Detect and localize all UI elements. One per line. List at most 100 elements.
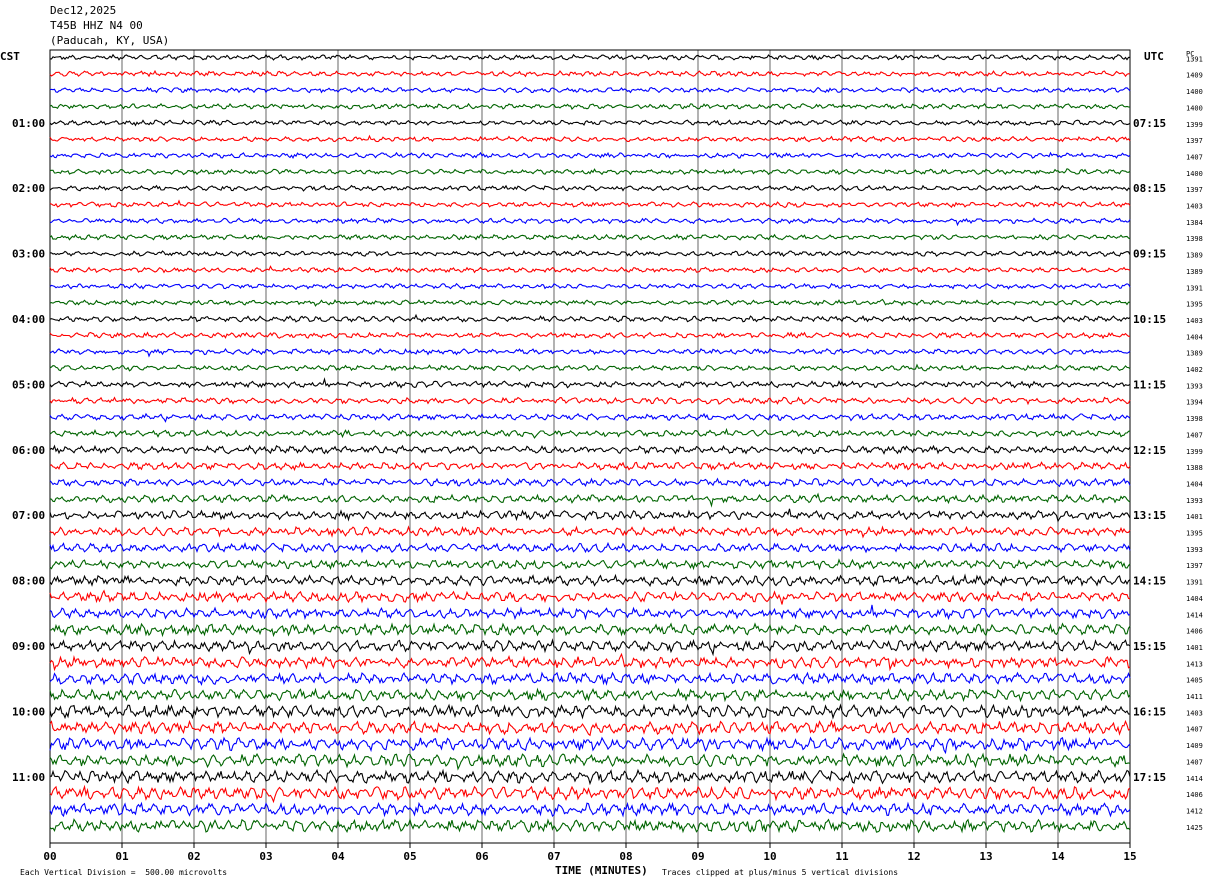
- trace-value-label: 1395: [1186, 530, 1203, 538]
- footer-scale: Each Vertical Division = 500.00 microvol…: [20, 868, 228, 877]
- footer-clip-note: Traces clipped at plus/minus 5 vertical …: [662, 868, 899, 877]
- trace-line: [49, 444, 1131, 455]
- header-station: T45B HHZ N4 00: [50, 19, 143, 32]
- trace-line: [49, 784, 1131, 804]
- trace-line: [49, 477, 1131, 488]
- trace-line: [49, 412, 1131, 423]
- left-hour-label: 03:00: [12, 248, 45, 261]
- trace-line: [49, 217, 1131, 227]
- trace-value-label: 1401: [1186, 513, 1203, 521]
- x-tick-label: 15: [1123, 850, 1136, 863]
- x-tick-label: 02: [187, 850, 200, 863]
- trace-value-label: 1403: [1186, 317, 1203, 325]
- trace-line: [49, 199, 1131, 209]
- right-timezone-label: UTC: [1144, 50, 1164, 63]
- trace-value-label: 1414: [1186, 611, 1203, 619]
- trace-value-label: 1398: [1186, 415, 1203, 423]
- trace-line: [49, 265, 1131, 274]
- right-hour-label: 11:15: [1133, 378, 1166, 391]
- right-hour-label: 08:15: [1133, 182, 1166, 195]
- trace-value-label: 1413: [1186, 660, 1203, 668]
- left-hour-label: 09:00: [12, 640, 45, 653]
- trace-value-label: 1401: [1186, 644, 1203, 652]
- plot-frame: [49, 49, 1131, 844]
- x-tick-label: 06: [475, 850, 489, 863]
- trace-value-label: 1407: [1186, 431, 1203, 439]
- left-hour-label: 05:00: [12, 378, 45, 391]
- trace-value-label: 1407: [1186, 726, 1203, 734]
- trace-value-label: 1402: [1186, 366, 1203, 374]
- trace-line: [49, 313, 1131, 323]
- trace-value-label: 1397: [1186, 562, 1203, 570]
- trace-value-label: 1400: [1186, 170, 1203, 178]
- trace-line: [49, 638, 1131, 657]
- trace-line: [49, 768, 1131, 786]
- trace-value-label: 1414: [1186, 775, 1203, 783]
- left-hour-label: 11:00: [12, 771, 45, 784]
- trace-value-label: 1399: [1186, 448, 1203, 456]
- right-hour-label: 14:15: [1133, 575, 1166, 588]
- trace-line: [49, 573, 1131, 587]
- trace-line: [49, 492, 1131, 508]
- trace-value-label: 1394: [1186, 399, 1203, 407]
- trace-value-label: 1391: [1186, 284, 1203, 292]
- x-tick-label: 08: [619, 850, 632, 863]
- trace-line: [49, 687, 1131, 703]
- x-tick-label: 13: [979, 850, 992, 863]
- trace-line: [49, 589, 1131, 605]
- x-tick-label: 00: [43, 850, 56, 863]
- trace-value-label: 1395: [1186, 301, 1203, 309]
- trace-line: [49, 719, 1131, 737]
- x-tick-label: 09: [691, 850, 704, 863]
- trace-value-label: 1409: [1186, 72, 1203, 80]
- right-hour-label: 16:15: [1133, 705, 1166, 718]
- trace-line: [49, 801, 1131, 818]
- trace-value-label: 1397: [1186, 137, 1203, 145]
- trace-line: [49, 752, 1131, 771]
- x-tick-label: 01: [115, 850, 129, 863]
- left-hour-label: 06:00: [12, 444, 45, 457]
- x-tick-label: 12: [907, 850, 920, 863]
- trace-value-label: 1407: [1186, 758, 1203, 766]
- x-tick-label: 10: [763, 850, 776, 863]
- trace-line: [49, 184, 1131, 192]
- right-hour-label: 10:15: [1133, 313, 1166, 326]
- trace-line: [49, 298, 1131, 307]
- left-hour-label: 01:00: [12, 117, 45, 130]
- right-hour-label: 17:15: [1133, 771, 1166, 784]
- header-date: Dec12,2025: [50, 4, 117, 17]
- trace-line: [49, 541, 1131, 554]
- trace-value-label: 1397: [1186, 186, 1203, 194]
- trace-line: [49, 347, 1131, 358]
- trace-value-label: 1411: [1186, 693, 1203, 701]
- pc-label: PC: [1186, 50, 1195, 58]
- x-tick-label: 14: [1051, 850, 1065, 863]
- left-hour-label: 07:00: [12, 509, 45, 522]
- trace-value-label: 1405: [1186, 677, 1203, 685]
- x-tick-label: 03: [259, 850, 272, 863]
- trace-line: [49, 817, 1131, 834]
- trace-value-label: 1384: [1186, 219, 1203, 227]
- trace-value-label: 1409: [1186, 742, 1203, 750]
- trace-value-label: 1398: [1186, 235, 1203, 243]
- trace-line: [49, 427, 1131, 439]
- trace-line: [49, 622, 1131, 638]
- trace-value-label: 1389: [1186, 350, 1203, 358]
- trace-line: [49, 168, 1131, 176]
- trace-value-label: 1406: [1186, 791, 1203, 799]
- trace-line: [49, 119, 1131, 127]
- trace-value-label: 1403: [1186, 709, 1203, 717]
- trace-line: [49, 652, 1131, 672]
- trace-line: [49, 331, 1131, 340]
- trace-line: [49, 525, 1131, 539]
- trace-line: [49, 604, 1131, 621]
- left-hour-label: 04:00: [12, 313, 45, 326]
- right-hour-label: 12:15: [1133, 444, 1166, 457]
- trace-line: [49, 671, 1131, 686]
- right-hour-label: 07:15: [1133, 117, 1166, 130]
- trace-line: [49, 363, 1131, 372]
- x-tick-label: 05: [403, 850, 416, 863]
- x-tick-label: 11: [835, 850, 849, 863]
- trace-value-label: 1391: [1186, 55, 1203, 63]
